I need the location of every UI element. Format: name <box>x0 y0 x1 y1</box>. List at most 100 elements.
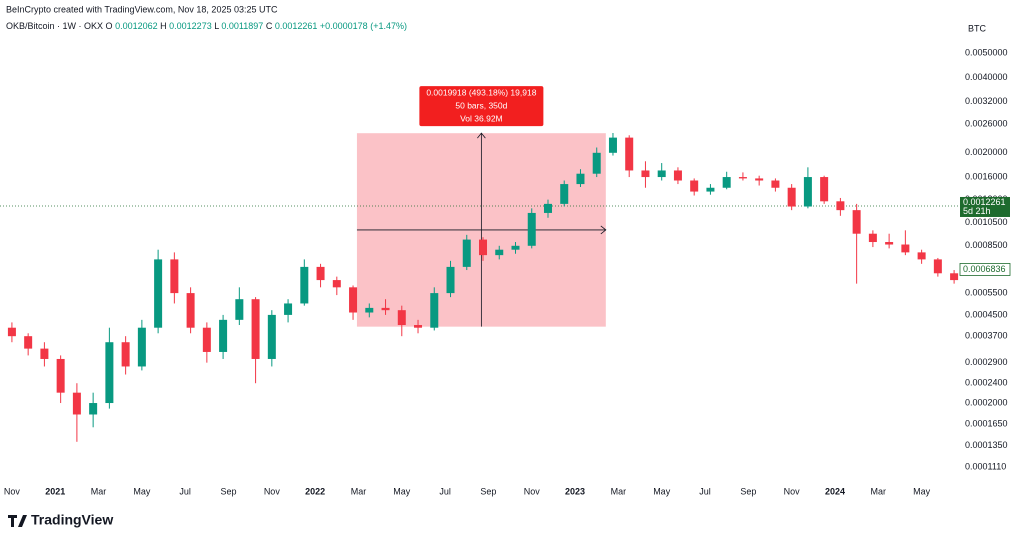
candle-body <box>755 178 764 181</box>
candle-body <box>673 170 682 181</box>
candle-body <box>267 314 276 359</box>
x-tick-label: May <box>653 486 671 496</box>
candle-body <box>901 244 910 253</box>
candle-body <box>511 245 520 250</box>
candle-body <box>625 137 634 171</box>
candle-body <box>72 392 81 415</box>
y-tick-label: 0.0005500 <box>965 287 1008 297</box>
candle-body <box>219 319 228 352</box>
x-tick-label: Mar <box>871 486 887 496</box>
candle-body <box>560 184 569 204</box>
measure-label-box <box>419 86 544 127</box>
y-tick-label: 0.0002000 <box>965 397 1008 407</box>
candle-body <box>332 280 341 288</box>
candle-body <box>690 180 699 192</box>
candle-body <box>300 266 309 304</box>
ohlc-key: L <box>214 21 219 31</box>
x-tick-label: Jul <box>439 486 451 496</box>
x-tick-label: Sep <box>220 486 236 496</box>
x-tick-label: Sep <box>480 486 496 496</box>
y-tick-label: 0.0026000 <box>965 119 1008 129</box>
credit: BeInCrypto created with TradingView.com,… <box>6 4 278 14</box>
candle-body <box>349 287 358 313</box>
x-tick-label: Nov <box>4 486 21 496</box>
ohlc-value: 0.0011897 <box>221 21 263 31</box>
candle-body <box>836 201 845 211</box>
candle-body <box>284 303 293 315</box>
candle-body <box>137 327 146 367</box>
y-tick-label: 0.0002400 <box>965 378 1008 388</box>
candle-body <box>414 325 423 328</box>
candle-body <box>251 299 260 359</box>
candle-body <box>40 348 49 359</box>
candle-body <box>462 239 471 267</box>
x-tick-label: 2023 <box>565 486 585 496</box>
y-tick-label: 0.0040000 <box>965 72 1008 82</box>
candle-body <box>170 259 179 294</box>
ohlc-key: H <box>160 21 167 31</box>
candle-body <box>527 212 536 246</box>
y-tick-label: 0.0016000 <box>965 171 1008 181</box>
ohlc-key: O <box>106 21 113 31</box>
ohlc-value: 0.0012062 <box>115 21 158 31</box>
y-tick-label: 0.0001650 <box>965 418 1008 428</box>
candle-body <box>479 239 488 256</box>
logo-icon <box>8 515 27 527</box>
x-tick-label: Nov <box>524 486 541 496</box>
candle-body <box>771 180 780 188</box>
symbol: OKB/Bitcoin · 1W · OKX <box>6 21 103 31</box>
ohlc-key: C <box>266 21 273 31</box>
marker-price-label: 0.0006836 <box>963 264 1006 274</box>
y-tick-label: 0.0004500 <box>965 309 1008 319</box>
candle-body <box>917 252 926 260</box>
candle-body <box>89 403 98 415</box>
candle-body <box>657 170 666 178</box>
candle-body <box>592 152 601 174</box>
measure-arrow-head <box>600 225 607 235</box>
candle-body <box>706 187 715 192</box>
candle-body <box>24 336 33 349</box>
x-tick-label: 2021 <box>45 486 65 496</box>
measure-label: 50 bars, 350d <box>455 100 507 110</box>
candle-body <box>495 249 504 256</box>
candle-body <box>576 173 585 185</box>
candle-body <box>365 307 374 313</box>
marker-price-box <box>959 263 1011 276</box>
axis-unit: BTC <box>968 23 987 33</box>
candle-body <box>430 293 439 328</box>
ohlc-value: 0.0012261 <box>275 21 318 31</box>
candle-body <box>7 327 16 337</box>
price-label-box <box>960 196 1010 217</box>
logo: TradingView <box>8 512 113 528</box>
candle-body <box>787 187 796 207</box>
x-tick-label: Nov <box>264 486 281 496</box>
y-tick-label: 0.0050000 <box>965 48 1008 58</box>
candle-body <box>868 233 877 243</box>
y-tick-label: 0.0010500 <box>965 217 1008 227</box>
x-tick-label: Nov <box>784 486 801 496</box>
x-tick-label: Mar <box>91 486 107 496</box>
y-tick-label: 0.0001110 <box>965 461 1006 471</box>
candle-body <box>608 137 617 153</box>
x-tick-label: Jul <box>179 486 191 496</box>
x-tick-label: 2024 <box>825 486 845 496</box>
candle-body <box>56 358 65 393</box>
candle-body <box>381 307 390 311</box>
y-tick-label: 0.0020000 <box>965 147 1008 157</box>
x-tick-label: May <box>393 486 411 496</box>
x-tick-label: Mar <box>611 486 627 496</box>
candle-body <box>397 310 406 326</box>
candle-body <box>235 299 244 320</box>
price-countdown: 5d 21h <box>963 206 991 216</box>
legend: OKB/Bitcoin · 1W · OKX O 0.0012062 H 0.0… <box>6 21 407 31</box>
y-tick-label: 0.0003700 <box>965 331 1008 341</box>
x-tick-label: Mar <box>351 486 367 496</box>
y-tick-label: 0.0001350 <box>965 440 1008 450</box>
x-tick-label: May <box>133 486 151 496</box>
measure-label: 0.0019918 (493.18%) 19,918 <box>426 87 536 97</box>
candle-body <box>186 293 195 328</box>
candle-body <box>105 342 114 404</box>
x-tick-label: 2022 <box>305 486 325 496</box>
change: +0.0000178 (+1.47%) <box>320 21 407 31</box>
